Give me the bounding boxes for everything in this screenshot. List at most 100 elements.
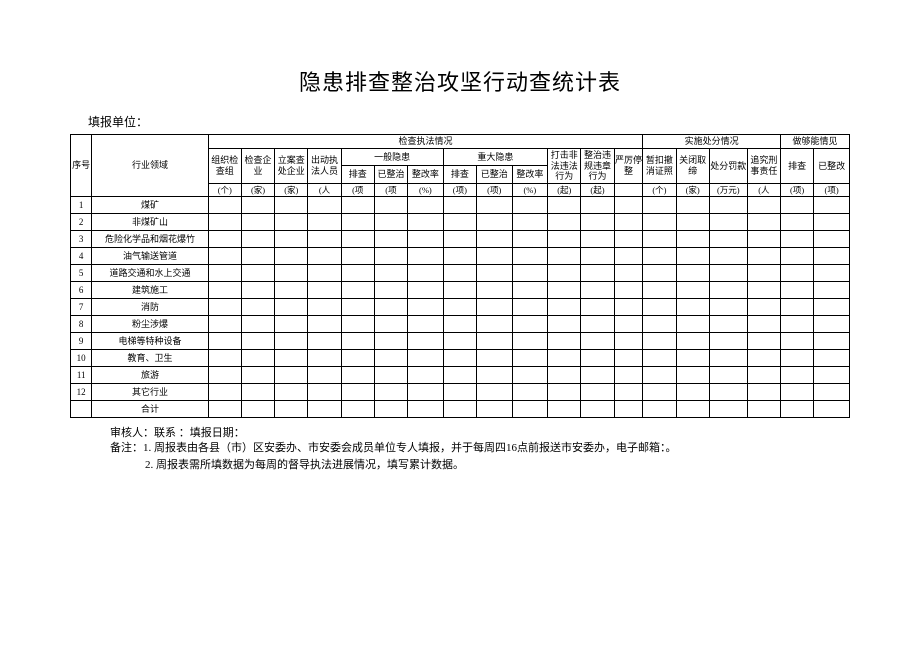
- cell-value: [341, 384, 374, 401]
- cell-value: [443, 282, 476, 299]
- cell-value: [374, 248, 407, 265]
- u-16: (万元): [709, 184, 747, 197]
- u-8: (项): [443, 184, 476, 197]
- th-domain: 行业领域: [92, 135, 208, 197]
- cell-value: [408, 231, 444, 248]
- cell-value: [548, 316, 581, 333]
- cell-value: [512, 248, 548, 265]
- cell-value: [781, 350, 814, 367]
- cell-value: [747, 333, 780, 350]
- cell-value: [408, 401, 444, 418]
- cell-value: [709, 248, 747, 265]
- cell-value: [443, 350, 476, 367]
- cell-value: [814, 401, 850, 418]
- th-dispatch: 出动执法人员: [308, 148, 341, 183]
- th-general-hidden: 一般隐患: [341, 148, 443, 166]
- cell-value: [814, 316, 850, 333]
- th-check2: 排查: [781, 148, 814, 183]
- cell-value: [512, 401, 548, 418]
- cell-value: [443, 214, 476, 231]
- page-title: 隐患排查整治攻坚行动查统计表: [70, 65, 850, 97]
- cell-value: [581, 350, 614, 367]
- u-17: (人: [747, 184, 780, 197]
- cell-value: [643, 214, 676, 231]
- cell-value: [208, 197, 241, 214]
- cell-value: [512, 214, 548, 231]
- cell-value: [676, 367, 709, 384]
- th-check-ent: 检查企业: [241, 148, 274, 183]
- cell-value: [643, 197, 676, 214]
- cell-value: [814, 214, 850, 231]
- cell-value: [476, 197, 512, 214]
- cell-value: [676, 350, 709, 367]
- cell-value: [374, 316, 407, 333]
- th-criminal: 追究刑事责任: [747, 148, 780, 183]
- cell-value: [814, 367, 850, 384]
- cell-value: [709, 299, 747, 316]
- cell-value: [676, 384, 709, 401]
- cell-value: [512, 350, 548, 367]
- cell-seq: 5: [71, 265, 92, 282]
- cell-value: [781, 367, 814, 384]
- cell-value: [781, 401, 814, 418]
- cell-value: [781, 333, 814, 350]
- cell-value: [408, 367, 444, 384]
- cell-value: [548, 248, 581, 265]
- cell-value: [408, 214, 444, 231]
- cell-value: [747, 384, 780, 401]
- cell-value: [512, 282, 548, 299]
- cell-domain: 其它行业: [92, 384, 208, 401]
- cell-value: [548, 367, 581, 384]
- cell-value: [581, 265, 614, 282]
- cell-value: [443, 401, 476, 418]
- cell-value: [208, 333, 241, 350]
- cell-value: [548, 197, 581, 214]
- cell-value: [781, 265, 814, 282]
- cell-value: [308, 282, 341, 299]
- table-row: 5道路交通和水上交通: [71, 265, 850, 282]
- cell-value: [275, 401, 308, 418]
- cell-value: [241, 350, 274, 367]
- cell-value: [814, 333, 850, 350]
- cell-value: [408, 265, 444, 282]
- cell-value: [676, 197, 709, 214]
- cell-value: [476, 316, 512, 333]
- cell-domain: 油气输送管道: [92, 248, 208, 265]
- cell-value: [374, 231, 407, 248]
- cell-value: [308, 197, 341, 214]
- cell-seq: 10: [71, 350, 92, 367]
- cell-value: [241, 299, 274, 316]
- cell-value: [308, 333, 341, 350]
- cell-value: [241, 231, 274, 248]
- cell-seq: 2: [71, 214, 92, 231]
- cell-value: [241, 316, 274, 333]
- cell-value: [476, 384, 512, 401]
- cell-value: [781, 316, 814, 333]
- th-illegal: 打击非法违法行为: [548, 148, 581, 183]
- cell-seq: 4: [71, 248, 92, 265]
- cell-value: [308, 316, 341, 333]
- cell-value: [208, 367, 241, 384]
- cell-domain: 建筑施工: [92, 282, 208, 299]
- cell-value: [643, 265, 676, 282]
- cell-seq: 1: [71, 197, 92, 214]
- note-2: 2. 周报表需所填数据为每周的督导执法进展情况，填写累计数据。: [70, 457, 850, 474]
- cell-value: [814, 299, 850, 316]
- cell-value: [374, 214, 407, 231]
- cell-value: [581, 282, 614, 299]
- cell-domain: 粉尘涉爆: [92, 316, 208, 333]
- table-row: 9电梯等特种设备: [71, 333, 850, 350]
- cell-domain: 煤矿: [92, 197, 208, 214]
- cell-value: [341, 401, 374, 418]
- cell-value: [709, 265, 747, 282]
- footer-auditor: 审核人：联系 ：填报日期：: [70, 424, 850, 440]
- cell-value: [308, 299, 341, 316]
- cell-value: [275, 299, 308, 316]
- cell-value: [374, 299, 407, 316]
- cell-value: [208, 384, 241, 401]
- cell-value: [581, 248, 614, 265]
- cell-value: [709, 231, 747, 248]
- cell-value: [208, 401, 241, 418]
- cell-value: [709, 333, 747, 350]
- cell-value: [374, 367, 407, 384]
